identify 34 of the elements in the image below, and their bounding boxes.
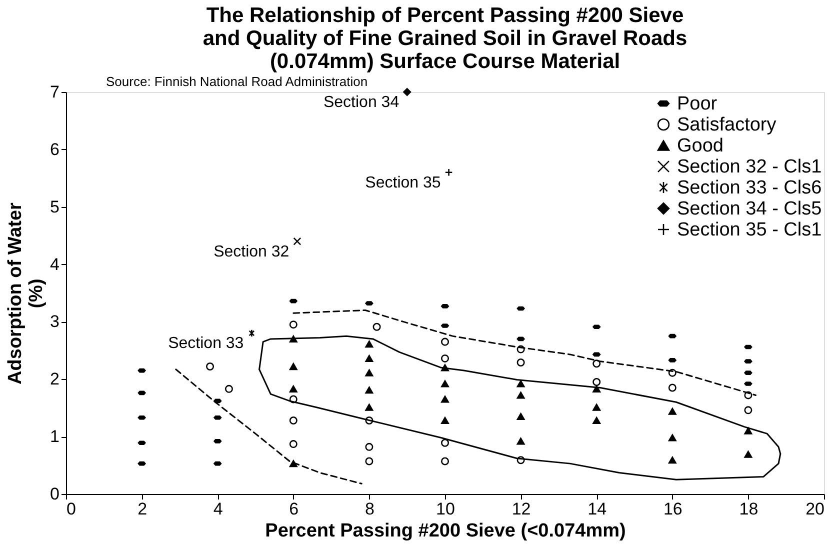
y-tick-label: 1 (50, 427, 60, 446)
legend-label: Satisfactory (677, 114, 777, 136)
x-axis-title: Percent Passing #200 Sieve (<0.074mm) (265, 520, 626, 542)
x-tick-label: 14 (588, 500, 607, 518)
annotation: Section 35 (365, 174, 441, 192)
legend-label: Section 35 - Cls1 (677, 220, 822, 240)
legend-label: Section 34 - Cls5 (677, 198, 822, 220)
source-note: Source: Finnish National Road Administration (106, 74, 368, 89)
chart-title: The Relationship of Percent Passing #200 Sieve and Quality of Fine Grained Soil in Gravel Roads (0.074mm) Surface Course Material (202, 4, 688, 73)
x-tick-label: 10 (436, 500, 455, 518)
x-tick-label: 12 (512, 500, 531, 518)
annotation: Section 32 (214, 243, 290, 260)
x-tick-label: 2 (138, 500, 148, 518)
y-tick-label: 5 (50, 197, 60, 216)
legend-label: Section 33 - Cls6 (677, 178, 822, 198)
x-tick-label: 0 (66, 500, 76, 518)
x-tick-label: 8 (364, 500, 374, 518)
x-tick-label: 20 (806, 500, 824, 518)
legend-label: Good (677, 136, 724, 156)
y-tick-label: 6 (50, 140, 60, 159)
y-tick-label: 0 (50, 484, 60, 504)
y-axis-title: Adsorption of Water (%) (5, 202, 48, 384)
x-tick-label: 16 (663, 500, 682, 518)
y-tick-label: 4 (50, 254, 60, 274)
annotation: Section 34 (323, 94, 400, 111)
legend-label: Section 32 - Cls1 (677, 156, 822, 178)
x-tick-label: 6 (289, 500, 299, 518)
y-tick-label: 3 (50, 312, 60, 332)
annotation: Section 33 (168, 335, 244, 352)
x-tick-label: 18 (739, 500, 758, 518)
y-tick-label: 7 (50, 82, 60, 102)
y-tick-label: 2 (50, 370, 60, 389)
legend-label: Poor (677, 94, 718, 114)
x-tick-label: 4 (213, 500, 223, 518)
